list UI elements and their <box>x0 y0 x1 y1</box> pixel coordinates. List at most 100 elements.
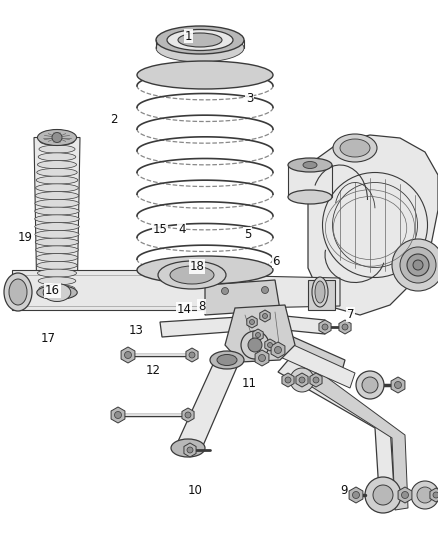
Polygon shape <box>271 342 285 358</box>
Ellipse shape <box>303 161 317 168</box>
Text: 3: 3 <box>246 92 253 105</box>
Polygon shape <box>349 487 363 503</box>
Polygon shape <box>12 270 245 310</box>
Ellipse shape <box>137 61 273 89</box>
Text: 5: 5 <box>244 228 251 241</box>
Circle shape <box>373 485 393 505</box>
Text: 18: 18 <box>190 260 205 273</box>
Circle shape <box>433 492 438 498</box>
Polygon shape <box>225 305 295 362</box>
Polygon shape <box>250 320 345 378</box>
Circle shape <box>250 319 254 325</box>
Text: 13: 13 <box>128 324 143 337</box>
Ellipse shape <box>35 215 79 223</box>
Polygon shape <box>308 280 335 310</box>
Ellipse shape <box>37 286 77 300</box>
Text: 17: 17 <box>41 332 56 345</box>
Polygon shape <box>391 377 405 393</box>
Circle shape <box>402 491 409 498</box>
Polygon shape <box>34 138 80 293</box>
Ellipse shape <box>156 26 244 54</box>
Circle shape <box>241 331 269 359</box>
Text: 14: 14 <box>177 303 191 316</box>
Polygon shape <box>308 135 438 315</box>
Circle shape <box>248 338 262 352</box>
Polygon shape <box>121 347 135 363</box>
Ellipse shape <box>400 247 436 283</box>
Ellipse shape <box>43 284 71 302</box>
Ellipse shape <box>392 239 438 291</box>
Text: 1: 1 <box>184 30 192 43</box>
Ellipse shape <box>37 168 77 176</box>
Ellipse shape <box>38 160 77 168</box>
Polygon shape <box>160 316 255 337</box>
Polygon shape <box>250 276 340 308</box>
Circle shape <box>285 377 291 383</box>
Polygon shape <box>247 316 257 328</box>
Circle shape <box>299 377 305 383</box>
Circle shape <box>261 287 268 294</box>
Ellipse shape <box>35 192 79 200</box>
Ellipse shape <box>137 256 273 284</box>
Polygon shape <box>245 312 325 334</box>
Ellipse shape <box>40 138 74 146</box>
Text: 12: 12 <box>146 364 161 377</box>
Polygon shape <box>253 329 263 341</box>
Ellipse shape <box>170 266 214 284</box>
Text: 8: 8 <box>198 300 205 313</box>
Circle shape <box>322 324 328 330</box>
Text: 11: 11 <box>242 377 257 390</box>
Ellipse shape <box>38 130 77 146</box>
Ellipse shape <box>312 277 328 307</box>
Ellipse shape <box>37 261 77 269</box>
Circle shape <box>268 343 272 348</box>
Ellipse shape <box>38 277 76 285</box>
Ellipse shape <box>210 351 244 369</box>
Text: 19: 19 <box>18 231 33 244</box>
Circle shape <box>342 324 348 330</box>
Circle shape <box>222 287 229 295</box>
Polygon shape <box>296 373 308 387</box>
Circle shape <box>417 487 433 503</box>
Polygon shape <box>430 488 438 502</box>
Text: 4: 4 <box>178 223 186 236</box>
Circle shape <box>353 491 360 498</box>
Circle shape <box>411 481 438 509</box>
Polygon shape <box>288 165 332 197</box>
Ellipse shape <box>35 230 79 238</box>
Text: 7: 7 <box>346 308 354 321</box>
Circle shape <box>52 133 62 142</box>
Ellipse shape <box>178 33 222 47</box>
Ellipse shape <box>315 281 325 303</box>
Polygon shape <box>319 320 331 334</box>
Polygon shape <box>398 487 412 503</box>
Ellipse shape <box>38 269 77 277</box>
Polygon shape <box>310 373 322 387</box>
Polygon shape <box>265 339 275 351</box>
Polygon shape <box>260 332 355 388</box>
Polygon shape <box>182 408 194 422</box>
Circle shape <box>365 477 401 513</box>
Polygon shape <box>205 280 280 315</box>
Polygon shape <box>339 320 351 334</box>
Ellipse shape <box>35 184 78 192</box>
Ellipse shape <box>35 223 79 231</box>
Polygon shape <box>184 443 196 457</box>
Circle shape <box>187 447 193 453</box>
Ellipse shape <box>36 254 78 262</box>
Ellipse shape <box>36 176 78 184</box>
Polygon shape <box>111 407 125 423</box>
Circle shape <box>313 377 319 383</box>
Circle shape <box>185 412 191 418</box>
Circle shape <box>362 377 378 393</box>
Ellipse shape <box>167 29 233 51</box>
Circle shape <box>395 382 402 389</box>
Ellipse shape <box>35 238 79 246</box>
Ellipse shape <box>413 260 423 270</box>
Text: 9: 9 <box>340 484 348 497</box>
Ellipse shape <box>217 354 237 366</box>
Polygon shape <box>260 310 270 322</box>
Circle shape <box>262 313 268 319</box>
Polygon shape <box>255 350 269 366</box>
Ellipse shape <box>156 34 244 62</box>
